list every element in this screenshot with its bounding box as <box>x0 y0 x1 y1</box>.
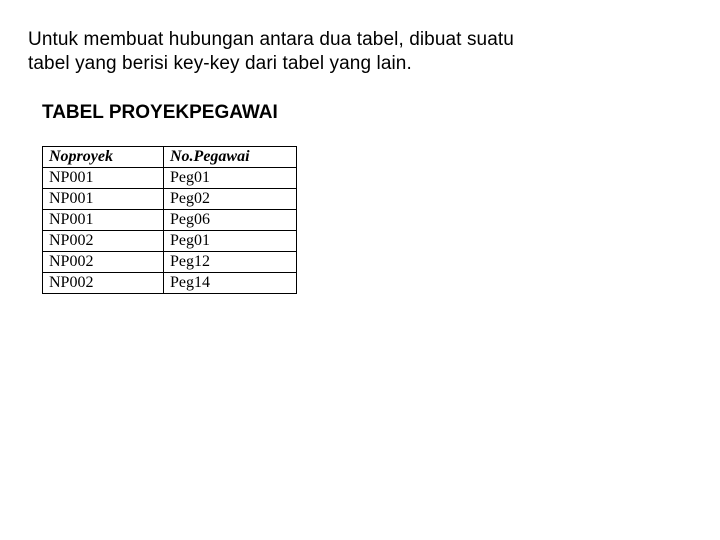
table-cell: Peg02 <box>164 188 297 209</box>
intro-text: Untuk membuat hubungan antara dua tabel,… <box>28 28 692 76</box>
table-row: NP002 Peg01 <box>43 230 297 251</box>
table-cell: Peg12 <box>164 251 297 272</box>
table-row: NP001 Peg06 <box>43 209 297 230</box>
table-cell: NP002 <box>43 272 164 293</box>
table-cell: NP002 <box>43 251 164 272</box>
intro-line-1: Untuk membuat hubungan antara dua tabel,… <box>28 29 514 50</box>
table-cell: NP001 <box>43 167 164 188</box>
table-cell: Peg14 <box>164 272 297 293</box>
table-row: NP001 Peg01 <box>43 167 297 188</box>
table-cell: Peg01 <box>164 230 297 251</box>
table-cell: NP002 <box>43 230 164 251</box>
intro-line-2: tabel yang berisi key-key dari tabel yan… <box>28 53 412 74</box>
table-header-cell: No.Pegawai <box>164 146 297 167</box>
table-cell: Peg01 <box>164 167 297 188</box>
table-row: NP002 Peg12 <box>43 251 297 272</box>
table-cell: NP001 <box>43 209 164 230</box>
table-row: NP002 Peg14 <box>43 272 297 293</box>
table-row: NP001 Peg02 <box>43 188 297 209</box>
table-header-cell: Noproyek <box>43 146 164 167</box>
table-cell: NP001 <box>43 188 164 209</box>
proyekpegawai-table: Noproyek No.Pegawai NP001 Peg01 NP001 Pe… <box>42 146 297 294</box>
table-title: TABEL PROYEKPEGAWAI <box>42 102 692 124</box>
table-header-row: Noproyek No.Pegawai <box>43 146 297 167</box>
slide-page: Untuk membuat hubungan antara dua tabel,… <box>0 0 720 294</box>
table-cell: Peg06 <box>164 209 297 230</box>
